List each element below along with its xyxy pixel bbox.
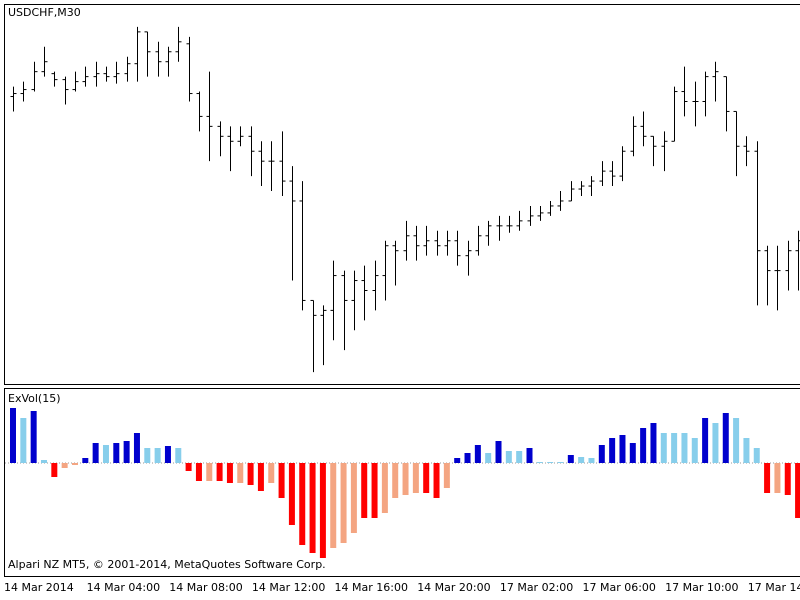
histogram-bar — [40, 460, 47, 463]
histogram-bar — [640, 428, 647, 463]
histogram-bar — [288, 463, 295, 525]
histogram-bar — [557, 462, 564, 463]
histogram-bar — [71, 463, 78, 465]
histogram-bar — [113, 443, 120, 463]
x-tick-label: 14 Mar 08:00 — [169, 581, 242, 594]
histogram-bar — [402, 463, 409, 495]
histogram-bar — [795, 463, 800, 518]
histogram-bar — [619, 435, 626, 463]
histogram-bar — [629, 443, 636, 463]
x-tick-label: 17 Mar 06:00 — [582, 581, 655, 594]
histogram-bar — [702, 418, 709, 463]
histogram-bar — [175, 448, 182, 463]
x-tick-label: 14 Mar 16:00 — [335, 581, 408, 594]
histogram-bar — [722, 413, 729, 463]
histogram-bar — [309, 463, 316, 553]
histogram-bar — [774, 463, 781, 493]
chart-title: USDCHF,M30 — [8, 6, 81, 19]
histogram-bar — [340, 463, 347, 543]
histogram-bar — [20, 418, 27, 463]
histogram-bar — [330, 463, 337, 548]
histogram-bar — [268, 463, 275, 483]
histogram-bar — [681, 433, 688, 463]
histogram-bar — [51, 463, 58, 477]
x-tick-label: 14 Mar 20:00 — [417, 581, 490, 594]
histogram-bar — [195, 463, 202, 481]
histogram-bar — [578, 457, 585, 463]
x-tick-label: 14 Mar 12:00 — [252, 581, 325, 594]
histogram-bar — [412, 463, 419, 493]
histogram-bar — [371, 463, 378, 518]
histogram-bar — [299, 463, 306, 545]
copyright: Alpari NZ MT5, © 2001-2014, MetaQuotes S… — [8, 558, 326, 571]
indicator-panel — [4, 388, 800, 577]
x-tick-label: 17 Mar 14:00 — [748, 581, 800, 594]
x-tick-label: 17 Mar 02:00 — [500, 581, 573, 594]
histogram-bar — [691, 438, 698, 463]
histogram-bar — [464, 453, 471, 463]
histogram-bar — [547, 462, 554, 463]
x-tick-label: 14 Mar 04:00 — [87, 581, 160, 594]
x-tick-label: 14 Mar 2014 — [4, 581, 74, 594]
histogram-bar — [536, 462, 543, 463]
histogram-bar — [185, 463, 192, 471]
histogram-bar — [567, 455, 574, 463]
histogram-bar — [474, 445, 481, 463]
histogram-bar — [61, 463, 68, 468]
histogram-bar — [278, 463, 285, 498]
histogram-bar — [319, 463, 326, 558]
histogram-bar — [10, 408, 16, 463]
histogram-bar — [454, 458, 461, 463]
histogram-bar — [133, 433, 140, 463]
histogram-bar — [381, 463, 388, 513]
histogram-bar — [350, 463, 357, 533]
histogram-bar — [423, 463, 430, 493]
histogram-bar — [516, 451, 523, 463]
histogram-bar — [609, 438, 616, 463]
histogram-bar — [712, 423, 719, 463]
histogram-bar — [485, 453, 492, 463]
main-panel — [4, 4, 800, 385]
histogram-bar — [733, 418, 740, 463]
histogram-bar — [764, 463, 771, 493]
histogram-bar — [588, 458, 595, 463]
histogram-bar — [505, 451, 512, 463]
histogram-bar — [92, 443, 99, 463]
histogram-bar — [392, 463, 399, 498]
histogram-bar — [495, 441, 502, 463]
histogram-bar — [753, 448, 760, 463]
histogram-bar — [257, 463, 264, 491]
histogram-bar — [206, 463, 213, 481]
histogram-bar — [144, 448, 151, 463]
histogram-bar — [164, 446, 171, 463]
histogram-bar — [216, 463, 223, 481]
histogram-bar — [30, 411, 37, 463]
histogram-bar — [743, 438, 750, 463]
histogram-bar — [784, 463, 791, 495]
histogram-bar — [226, 463, 233, 483]
histogram-bar — [102, 445, 109, 463]
histogram-bar — [650, 423, 657, 463]
histogram-bar — [443, 463, 450, 488]
histogram-bar — [433, 463, 440, 498]
histogram-bar — [247, 463, 254, 485]
histogram-bar — [660, 433, 667, 463]
histogram-bar — [237, 463, 244, 483]
histogram-bar — [154, 448, 161, 463]
histogram-bar — [598, 445, 605, 463]
histogram-bar — [123, 441, 130, 463]
histogram-bar — [361, 463, 368, 518]
indicator-title: ExVol(15) — [8, 392, 61, 405]
histogram-bar — [82, 458, 89, 463]
histogram-bar — [526, 448, 533, 463]
x-tick-label: 17 Mar 10:00 — [665, 581, 738, 594]
histogram-bar — [671, 433, 678, 463]
